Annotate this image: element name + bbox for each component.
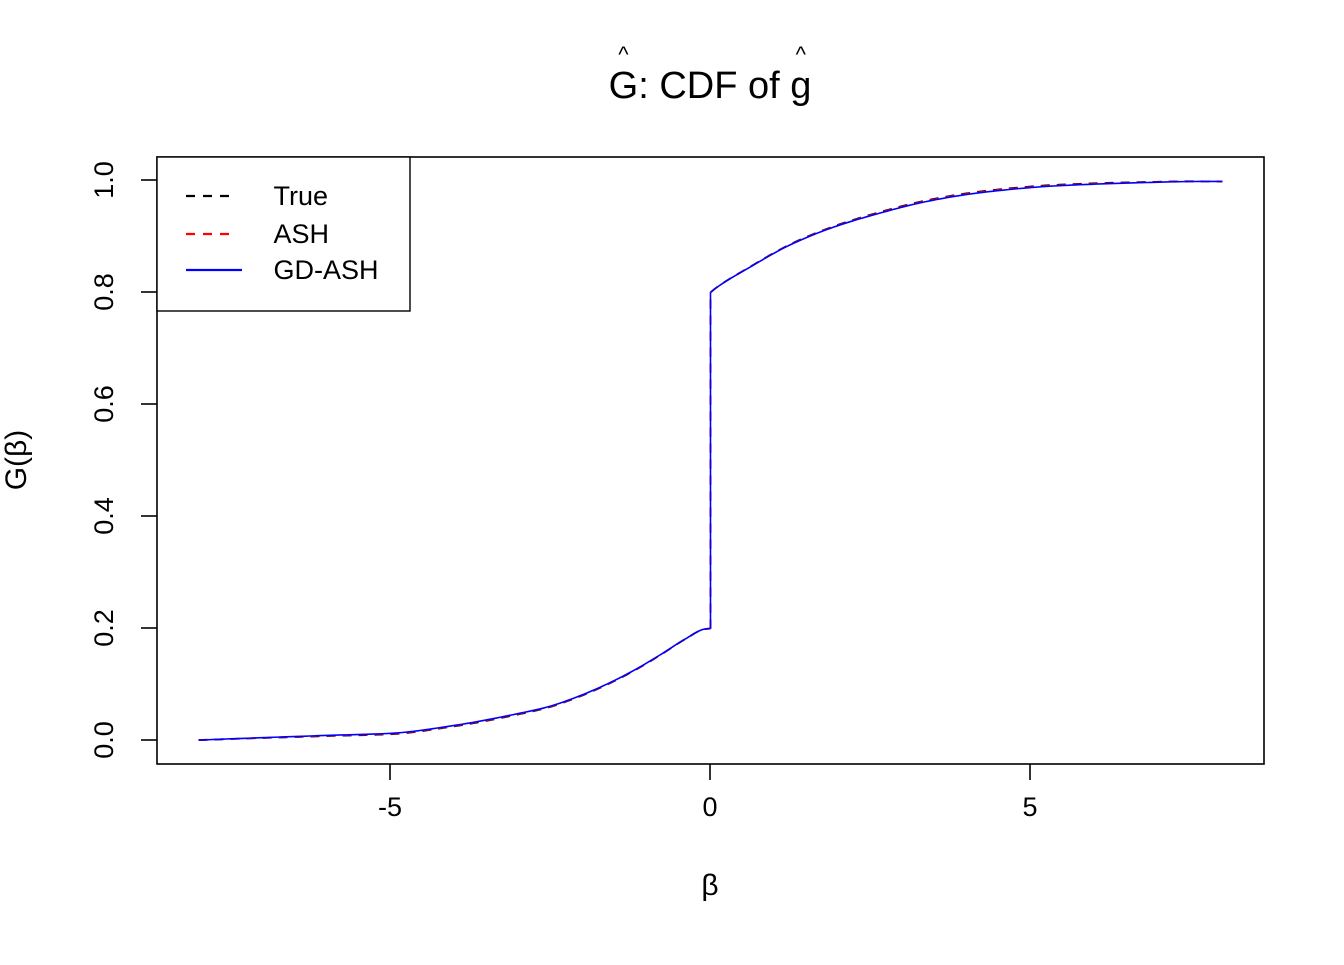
- svg-text:G: CDF of g: G: CDF of g: [609, 65, 812, 107]
- svg-text:-5: -5: [378, 792, 402, 822]
- svg-text:0.4: 0.4: [89, 497, 119, 535]
- svg-text:0.8: 0.8: [89, 273, 119, 311]
- svg-text:0: 0: [702, 792, 717, 822]
- svg-text:ASH: ASH: [274, 219, 330, 249]
- svg-text:β: β: [701, 869, 718, 902]
- svg-text:5: 5: [1022, 792, 1037, 822]
- svg-text:G(β): G(β): [0, 430, 33, 491]
- svg-text:0.2: 0.2: [89, 609, 119, 647]
- svg-text:^: ^: [796, 42, 807, 67]
- svg-text:0.0: 0.0: [89, 721, 119, 759]
- svg-text:^: ^: [618, 42, 629, 67]
- svg-text:0.6: 0.6: [89, 385, 119, 423]
- svg-text:1.0: 1.0: [89, 161, 119, 199]
- svg-text:True: True: [274, 181, 329, 211]
- svg-text:GD-ASH: GD-ASH: [274, 255, 379, 285]
